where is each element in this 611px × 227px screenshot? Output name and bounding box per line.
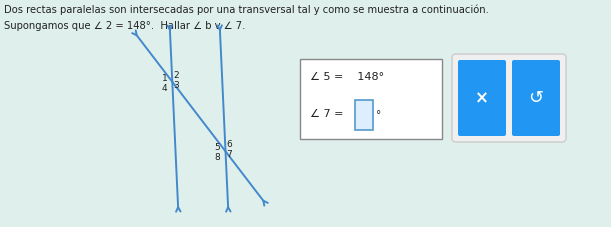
Text: 6: 6 [226,140,232,149]
Text: ×: × [475,89,489,107]
Text: ∠ 5 =    148°: ∠ 5 = 148° [310,72,384,82]
Text: 8: 8 [214,153,221,162]
Text: 7: 7 [226,151,232,159]
Text: Dos rectas paralelas son intersecadas por una transversal tal y como se muestra : Dos rectas paralelas son intersecadas po… [4,5,489,15]
Text: ∠ 7 =: ∠ 7 = [310,109,343,119]
Text: 4: 4 [161,84,167,93]
Text: 5: 5 [214,143,221,152]
FancyBboxPatch shape [355,100,373,130]
FancyBboxPatch shape [452,54,566,142]
FancyBboxPatch shape [512,60,560,136]
FancyBboxPatch shape [300,59,442,139]
Text: Supongamos que ∠ 2 = 148°.  Hallar ∠ b v ∠ 7.: Supongamos que ∠ 2 = 148°. Hallar ∠ b v … [4,21,246,31]
Text: 2: 2 [173,71,178,80]
Text: ↺: ↺ [529,89,544,107]
FancyBboxPatch shape [458,60,506,136]
Text: 1: 1 [161,74,167,83]
Text: 3: 3 [173,81,179,90]
Text: °: ° [376,110,381,120]
